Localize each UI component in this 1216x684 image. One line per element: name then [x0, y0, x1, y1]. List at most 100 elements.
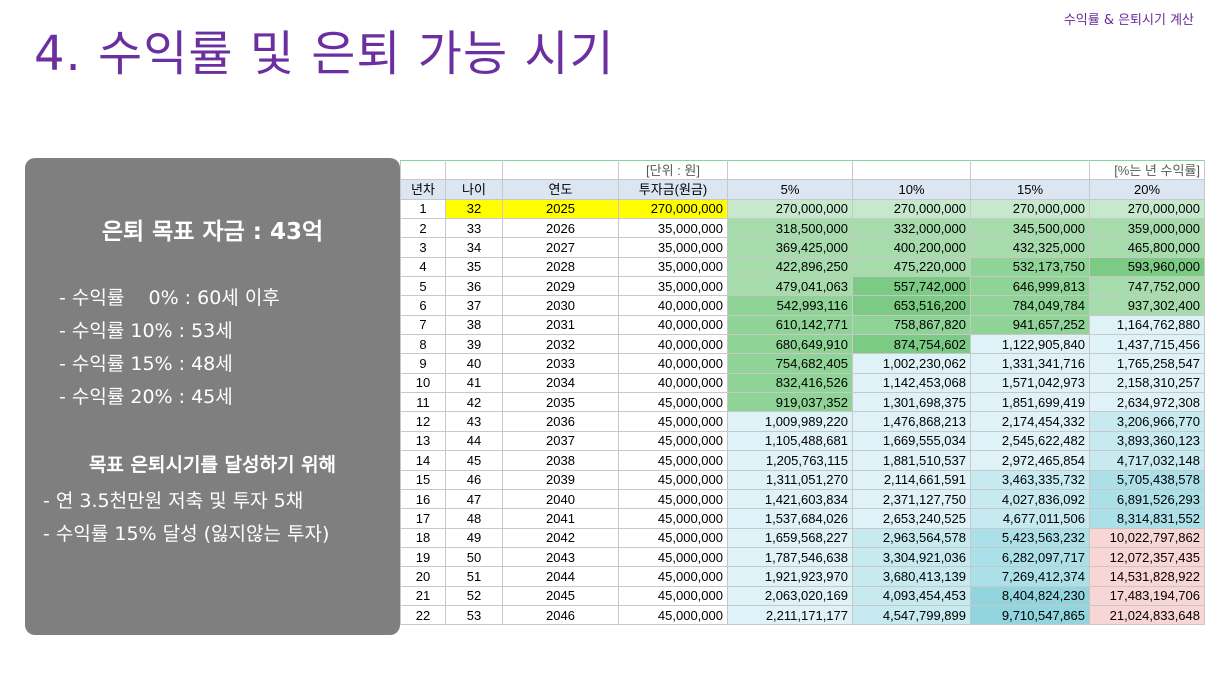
table-cell: 42: [445, 392, 503, 413]
table-row: 22 53 2046 45,000,000 2,211,171,177 4,547,799…: [400, 604, 1205, 626]
empty-cell: [400, 159, 446, 181]
table-cell: 45,000,000: [618, 430, 728, 452]
table-cell: 2036: [502, 411, 619, 432]
table-cell: 8,314,831,552: [1089, 508, 1205, 529]
table-cell: 1,331,341,716: [970, 353, 1090, 374]
table-cell: 12: [400, 411, 446, 432]
table-cell: 1,476,868,213: [852, 411, 971, 432]
table-cell: 37: [445, 295, 503, 316]
column-header: 20%: [1089, 179, 1205, 200]
table-row: 10 41 2034 40,000,000 832,416,526 1,142,453,0…: [400, 372, 1205, 394]
table-cell: 2,972,465,854: [970, 450, 1090, 471]
table-cell: 2038: [502, 450, 619, 471]
table-cell: 12,072,357,435: [1089, 546, 1205, 568]
table-cell: 40,000,000: [618, 372, 728, 394]
table-cell: 10,022,797,862: [1089, 527, 1205, 548]
table-cell: 48: [445, 508, 503, 529]
table-cell: 20: [400, 566, 446, 587]
table-cell: 2030: [502, 295, 619, 316]
table-cell: 2029: [502, 276, 619, 297]
table-cell: 2,211,171,177: [727, 604, 853, 626]
table-cell: 2041: [502, 508, 619, 529]
column-header: 연도: [502, 179, 619, 200]
table-cell: 1,105,488,681: [727, 430, 853, 452]
table-cell: 1,002,230,062: [852, 353, 971, 374]
table-cell: 35: [445, 256, 503, 278]
table-cell: 21: [400, 585, 446, 606]
page-title: 4. 수익률 및 은퇴 가능 시기: [34, 26, 615, 82]
table-cell: 1,164,762,880: [1089, 314, 1205, 336]
table-cell: 2042: [502, 527, 619, 548]
table-cell: 34: [445, 237, 503, 258]
table-cell: 45,000,000: [618, 508, 728, 529]
retirement-goal: 은퇴 목표 자금 : 43억: [101, 219, 324, 245]
table-cell: 2025: [502, 198, 619, 220]
table-cell: 4,677,011,506: [970, 508, 1090, 529]
table-cell: 1,765,258,547: [1089, 353, 1205, 374]
table-row: 18 49 2042 45,000,000 1,659,568,227 2,963,564…: [400, 527, 1205, 548]
table-cell: 4,027,836,092: [970, 488, 1090, 510]
table-cell: 754,682,405: [727, 353, 853, 374]
table-cell: 2039: [502, 469, 619, 490]
rate-line-20: - 수익률 20% : 45세: [59, 386, 233, 408]
table-cell: 1,009,989,220: [727, 411, 853, 432]
table-cell: 35,000,000: [618, 256, 728, 278]
table-cell: 44: [445, 430, 503, 452]
table-cell: 2,963,564,578: [852, 527, 971, 548]
table-cell: 2,158,310,257: [1089, 372, 1205, 394]
table-cell: 270,000,000: [727, 198, 853, 220]
table-row: 5 36 2029 35,000,000 479,041,063 557,742,000 6…: [400, 276, 1205, 297]
table-row: 15 46 2039 45,000,000 1,311,051,270 2,114,661…: [400, 469, 1205, 490]
table-cell: 542,993,116: [727, 295, 853, 316]
table-cell: 2032: [502, 334, 619, 355]
table-cell: 653,516,200: [852, 295, 971, 316]
table-cell: 9: [400, 353, 446, 374]
table-cell: 941,657,252: [970, 314, 1090, 336]
table-cell: 17,483,194,706: [1089, 585, 1205, 606]
table-row: 13 44 2037 45,000,000 1,105,488,681 1,669,555…: [400, 430, 1205, 452]
table-cell: 432,325,000: [970, 237, 1090, 258]
table-cell: 45,000,000: [618, 469, 728, 490]
table-cell: 2044: [502, 566, 619, 587]
table-row: 8 39 2032 40,000,000 680,649,910 874,754,602 1…: [400, 334, 1205, 355]
table-cell: 45,000,000: [618, 566, 728, 587]
table-cell: 41: [445, 372, 503, 394]
table-cell: 3,463,335,732: [970, 469, 1090, 490]
table-cell: 40,000,000: [618, 334, 728, 355]
table-cell: 18: [400, 527, 446, 548]
table-cell: 11: [400, 392, 446, 413]
column-header: 나이: [445, 179, 503, 200]
table-row: 17 48 2041 45,000,000 1,537,684,026 2,653,240…: [400, 508, 1205, 529]
table-cell: 270,000,000: [1089, 198, 1205, 220]
table-cell: 784,049,784: [970, 295, 1090, 316]
table-cell: 22: [400, 604, 446, 626]
table-cell: 680,649,910: [727, 334, 853, 355]
table-cell: 479,041,063: [727, 276, 853, 297]
table-cell: 2040: [502, 488, 619, 510]
table-cell: 919,037,352: [727, 392, 853, 413]
table-cell: 2027: [502, 237, 619, 258]
table-cell: 21,024,833,648: [1089, 604, 1205, 626]
table-cell: 400,200,000: [852, 237, 971, 258]
table-cell: 16: [400, 488, 446, 510]
table-cell: 45,000,000: [618, 392, 728, 413]
table-cell: 2033: [502, 353, 619, 374]
table-cell: 2,545,622,482: [970, 430, 1090, 452]
table-cell: 10: [400, 372, 446, 394]
table-cell: 1,669,555,034: [852, 430, 971, 452]
empty-cell: [445, 159, 503, 181]
table-cell: 14,531,828,922: [1089, 566, 1205, 587]
table-cell: 1,881,510,537: [852, 450, 971, 471]
table-row: 2 33 2026 35,000,000 318,500,000 332,000,000 3…: [400, 218, 1205, 239]
table-cell: 9,710,547,865: [970, 604, 1090, 626]
column-header: 15%: [970, 179, 1090, 200]
table-cell: 2,174,454,332: [970, 411, 1090, 432]
empty-cell: [727, 159, 853, 181]
table-cell: 45,000,000: [618, 585, 728, 606]
table-cell: 51: [445, 566, 503, 587]
table-cell: 14: [400, 450, 446, 471]
table-cell: 35,000,000: [618, 276, 728, 297]
rate-line-0: - 수익률 0% : 60세 이후: [59, 287, 280, 309]
table-cell: 45,000,000: [618, 527, 728, 548]
table-cell: 39: [445, 334, 503, 355]
